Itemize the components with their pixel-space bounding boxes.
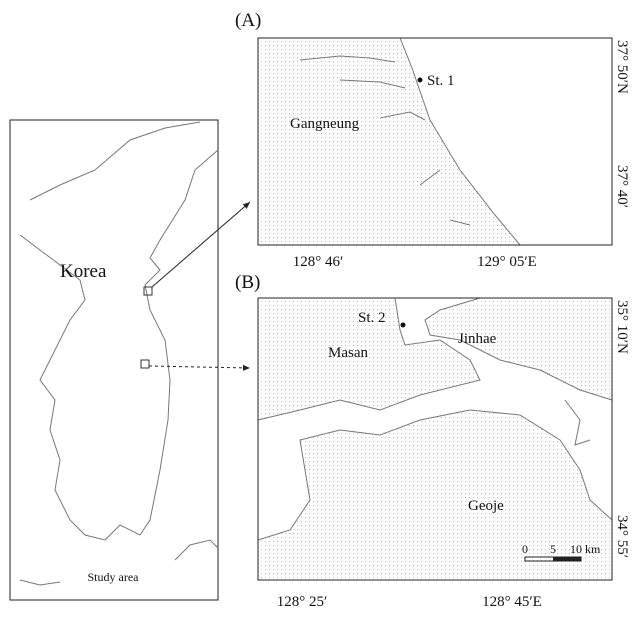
lon-label: 129° 05′E [477,254,537,270]
overview-map: Korea Study area [10,120,218,600]
station-label: St. 1 [427,73,455,89]
place-label: Geoje [468,498,504,514]
lat-label: 37° 40′ [614,165,630,208]
scale-label: 5 [550,542,556,556]
country-label: Korea [60,261,107,282]
panel-b: St. 2 (B) Masan Jinhae Geoje 0 5 10 km 3… [235,272,630,610]
panel-label: (B) [235,272,260,293]
land-b-south [258,410,612,580]
place-label: Jinhae [458,331,497,347]
lat-label: 35° 10′N [614,300,630,354]
scale-label: 0 [522,542,528,556]
scale-label: 10 km [570,542,601,556]
lon-label: 128° 25′ [277,594,328,610]
overview-frame [10,120,218,600]
lat-label: 34° 55′ [614,515,630,558]
panel-label: (A) [235,10,261,31]
arrow-b [149,366,250,368]
place-label: Gangneung [290,116,360,132]
inset-box-b [141,360,149,368]
figure: Korea Study area St. 1 (A) Gangneung 37°… [0,0,636,626]
lat-label: 37° 50′N [614,40,630,94]
panel-a: St. 1 (A) Gangneung 37° 50′N 37° 40′ 128… [235,10,630,270]
scale-bar-fill [553,557,581,561]
lon-label: 128° 46′ [293,254,344,270]
place-label: Masan [328,345,368,361]
station-label: St. 2 [358,310,386,326]
lon-label: 128° 45′E [482,594,542,610]
station-1 [418,78,423,83]
land-a [258,38,520,245]
korea-coastline [20,122,218,585]
station-2 [401,323,406,328]
study-area-label: Study area [88,570,140,584]
